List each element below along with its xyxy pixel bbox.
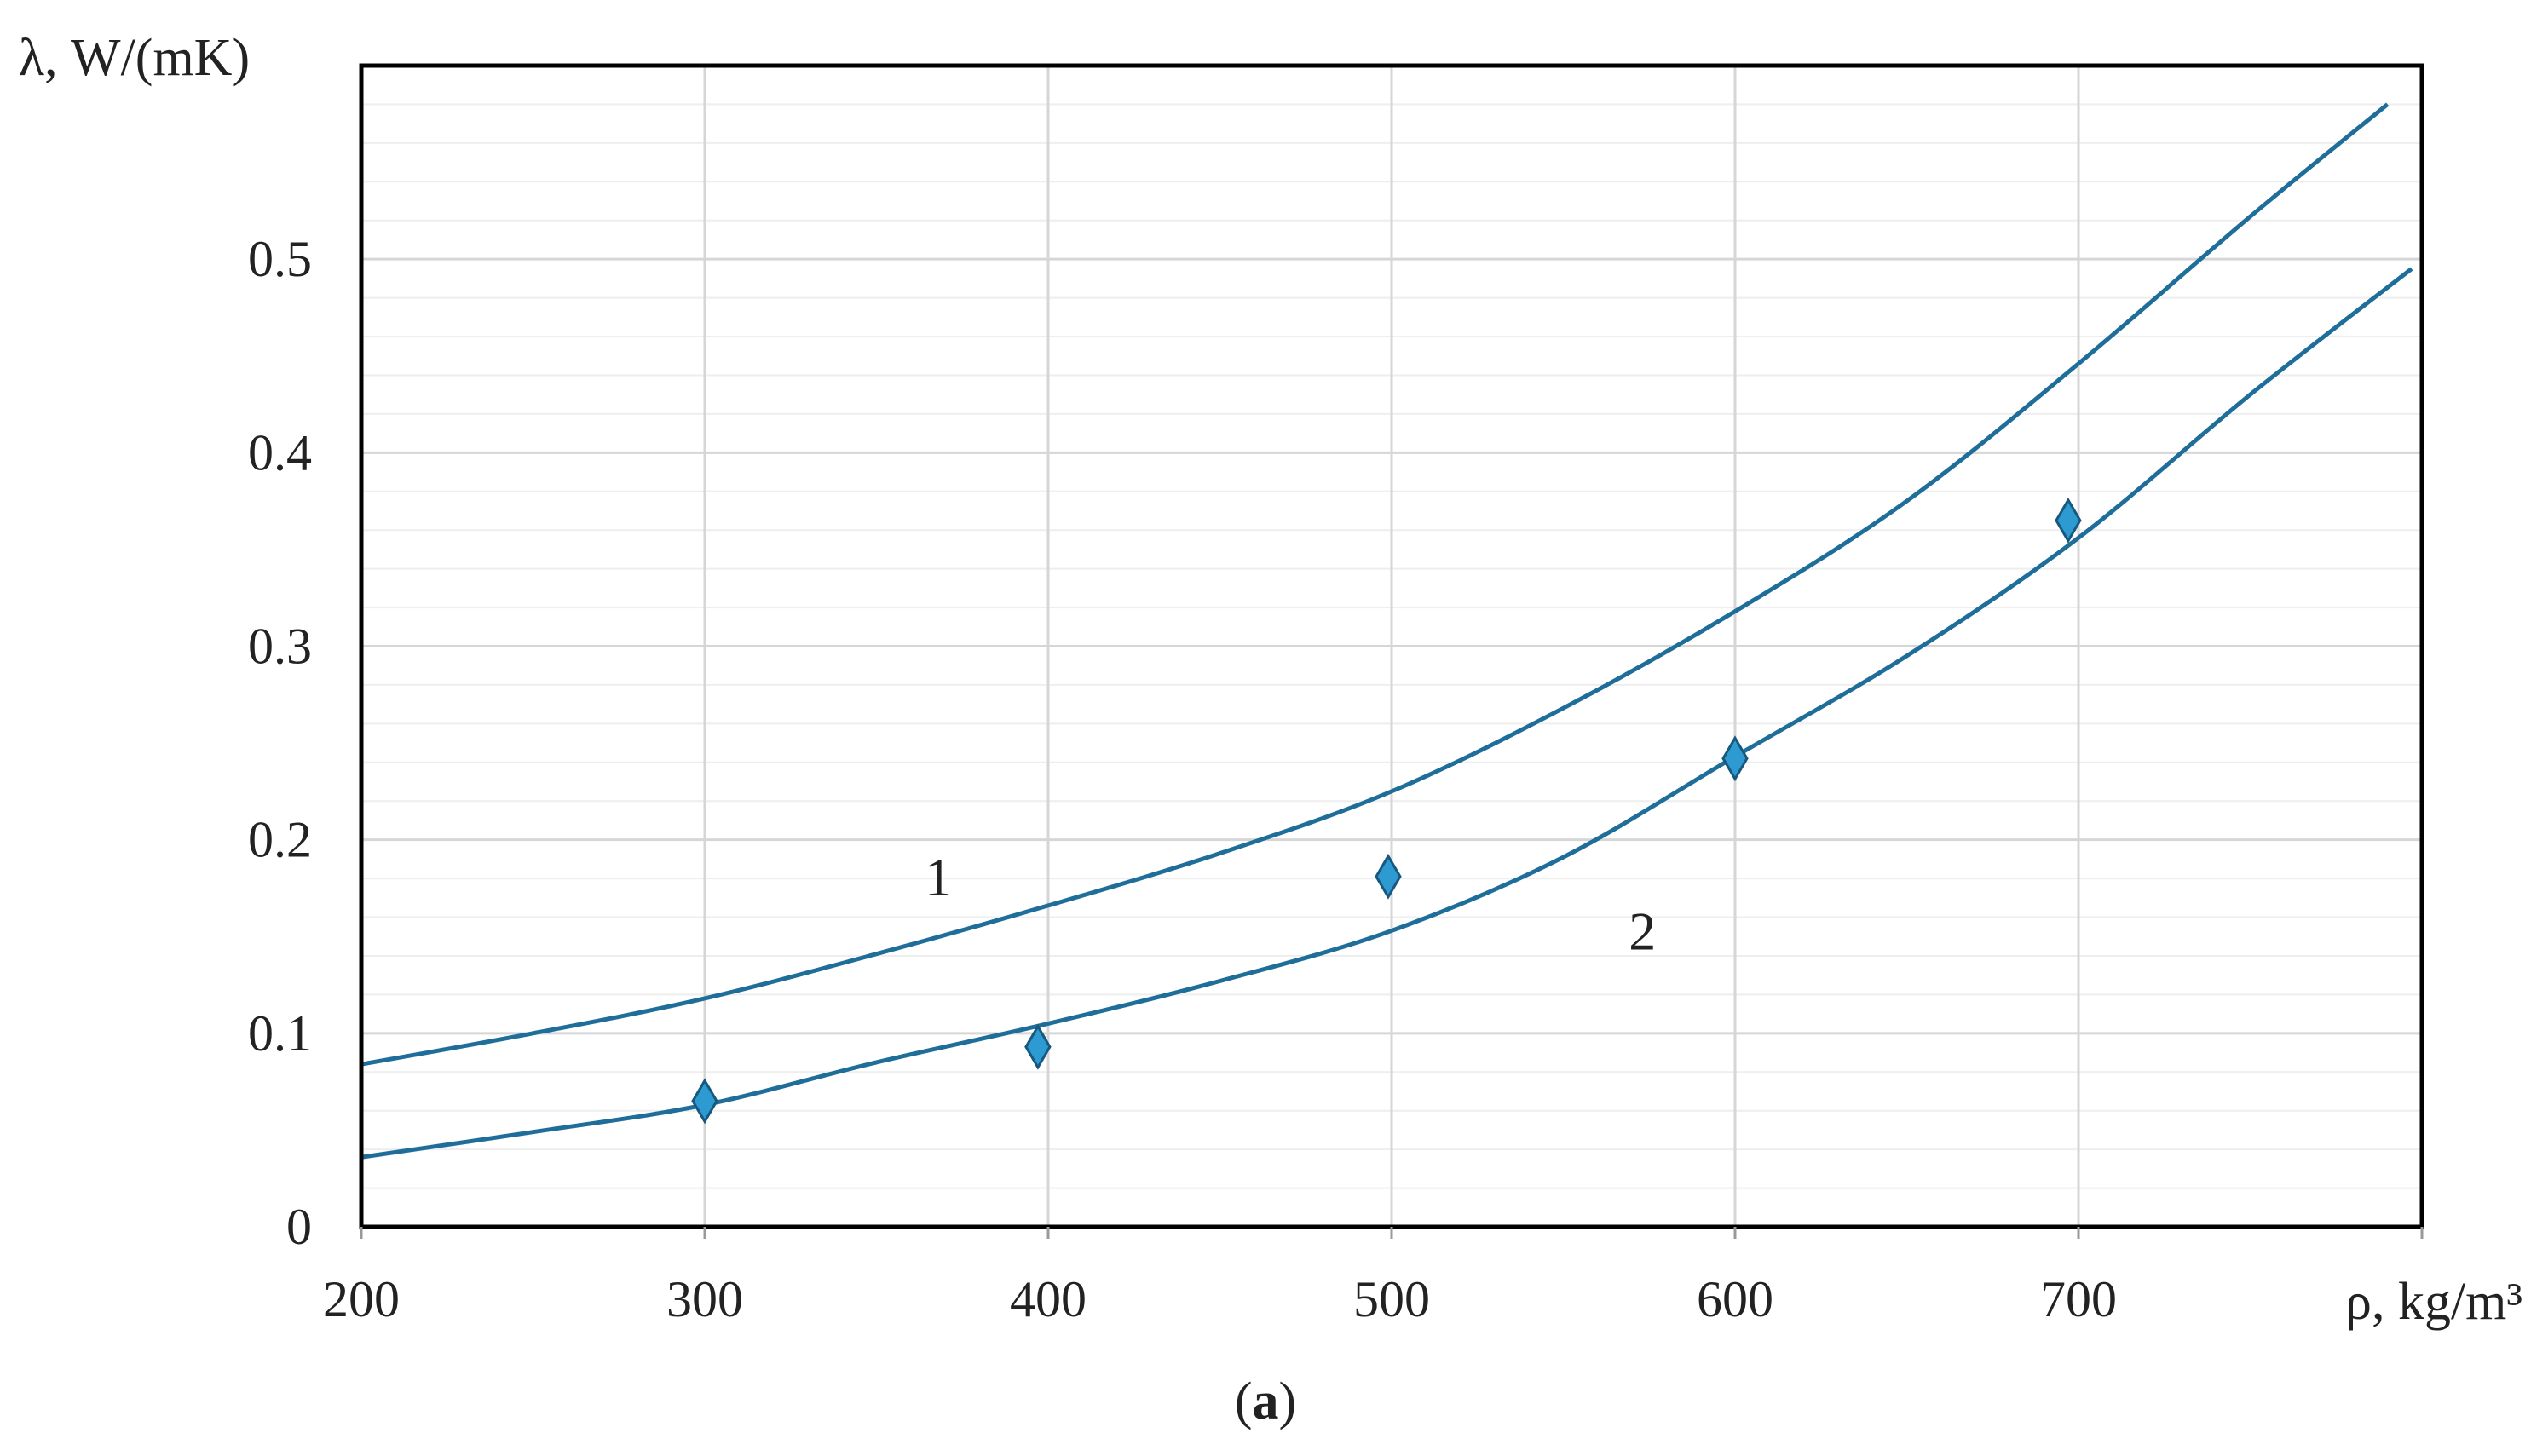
y-axis-title: λ, W/(mK) <box>19 29 250 87</box>
curve-labels: 12 <box>925 847 1656 962</box>
x-tick-label: 400 <box>1010 1271 1087 1327</box>
data-point <box>1721 735 1749 782</box>
y-tick-label: 0.2 <box>248 812 312 868</box>
y-tick-label: 0.1 <box>248 1005 312 1062</box>
y-tick-label: 0 <box>286 1199 312 1255</box>
grid <box>361 66 2422 1227</box>
x-tick-label: 200 <box>323 1271 400 1327</box>
curves <box>360 102 2413 1160</box>
curve-label-2: 2 <box>1629 901 1656 961</box>
x-axis-title: ρ, kg/m³ <box>2345 1273 2522 1331</box>
curve-label-1: 1 <box>925 847 952 907</box>
y-tick-label: 0.5 <box>248 231 312 287</box>
data-point <box>2055 497 2082 544</box>
series-line-2 <box>360 267 2413 1160</box>
x-tick-label: 600 <box>1697 1271 1773 1327</box>
caption-open: ( <box>1235 1373 1253 1430</box>
y-tick-label: 0.3 <box>248 619 312 675</box>
data-point <box>1024 1023 1052 1070</box>
series-line-1 <box>360 102 2390 1067</box>
axis-ticks: 200 300 400 500 600 700 0 0.1 0.2 0.3 0.4 0.5 <box>248 231 2424 1327</box>
data-point <box>691 1078 718 1125</box>
x-tick-label: 300 <box>666 1271 743 1327</box>
data-point <box>1375 853 1402 900</box>
caption-close: ) <box>1279 1373 1297 1430</box>
x-tick-label: 700 <box>2040 1271 2117 1327</box>
caption-letter: a <box>1253 1373 1279 1430</box>
x-tick-label: 500 <box>1353 1271 1430 1327</box>
data-markers <box>691 497 2082 1125</box>
y-tick-label: 0.4 <box>248 424 312 481</box>
figure-caption: (a) <box>1235 1373 1296 1430</box>
